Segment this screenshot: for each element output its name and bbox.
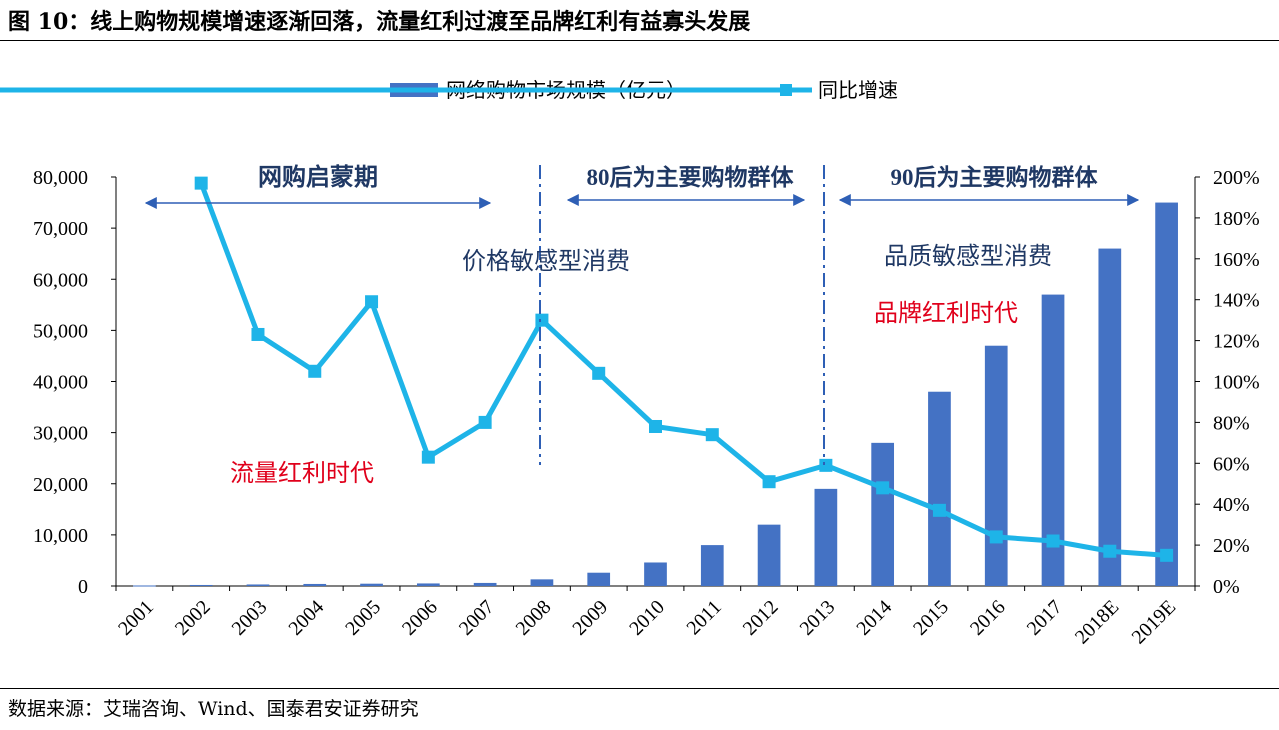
- x-tick-label: 2014: [852, 596, 896, 640]
- source-note: 数据来源：艾瑞咨询、Wind、国泰君安证券研究: [8, 698, 419, 720]
- bar: [1098, 248, 1122, 586]
- line-point: [1046, 534, 1060, 548]
- x-tick-label: 2008: [512, 596, 556, 640]
- line-point: [876, 481, 890, 495]
- line-series: [194, 176, 1174, 562]
- bar: [473, 582, 497, 586]
- x-tick-label: 2012: [739, 596, 783, 640]
- right-tick-label: 160%: [1213, 249, 1260, 271]
- legend-line-label: 同比增速: [818, 79, 898, 102]
- left-tick-label: 10,000: [33, 525, 88, 547]
- bar: [928, 391, 951, 586]
- right-tick-label: 40%: [1213, 494, 1250, 516]
- x-tick-label: 2001: [114, 596, 158, 640]
- bar: [1155, 202, 1178, 586]
- x-tick-label: 2017: [1023, 596, 1067, 640]
- x-tick-label: 2005: [341, 596, 385, 640]
- left-tick-label: 40,000: [33, 372, 88, 394]
- source-rule: [0, 688, 1279, 689]
- right-tick-label: 80%: [1213, 412, 1250, 434]
- line-point: [251, 327, 265, 341]
- left-tick-label: 20,000: [33, 474, 88, 496]
- price-sensitive-label: 价格敏感型消费: [462, 248, 630, 275]
- growth-line: [198, 182, 1167, 558]
- bar: [1041, 294, 1065, 586]
- right-tick-label: 140%: [1213, 290, 1260, 312]
- right-tick-label: 200%: [1213, 167, 1260, 189]
- line-point: [649, 419, 662, 433]
- traffic-dividend-label: 流量红利时代: [230, 460, 374, 487]
- line-point: [762, 475, 776, 489]
- right-tick-label: 100%: [1213, 372, 1260, 394]
- phase1-label: 网购启蒙期: [258, 163, 378, 191]
- legend-line-marker: [780, 84, 792, 96]
- line-point: [308, 364, 322, 378]
- line-point: [365, 295, 379, 309]
- left-tick-label: 50,000: [33, 320, 88, 342]
- left-tick-label: 80,000: [33, 167, 88, 189]
- bar: [133, 585, 156, 587]
- line-point: [932, 503, 946, 517]
- line-point: [819, 458, 833, 472]
- x-tick-label: 2009: [568, 596, 612, 640]
- bar: [530, 579, 554, 586]
- bar: [587, 572, 611, 586]
- line-point: [705, 428, 719, 442]
- x-tick-label: 2016: [966, 596, 1010, 640]
- line-point: [592, 366, 606, 380]
- phase3-label: 90后为主要购物群体: [891, 164, 1099, 190]
- x-tick-label: 2011: [683, 596, 726, 639]
- figure-title: 图 10：线上购物规模增速逐渐回落，流量红利过渡至品牌红利有益寡头发展: [8, 9, 751, 35]
- line-point: [1103, 544, 1117, 558]
- x-tick-label: 2006: [398, 596, 442, 640]
- x-tick-label: 2003: [228, 596, 272, 640]
- left-axis-ticks: 0 10,000 20,000 30,000 40,000 50,000 60,000 70,…: [33, 167, 116, 598]
- quality-sensitive-label: 品质敏感型消费: [884, 243, 1052, 270]
- bar: [757, 524, 781, 586]
- title-rule: [0, 40, 1279, 41]
- x-tick-label: 2002: [171, 596, 215, 640]
- line-point: [989, 530, 1003, 544]
- left-tick-label: 70,000: [33, 218, 88, 240]
- line-point: [1160, 548, 1174, 562]
- line-point: [478, 415, 492, 429]
- right-axis-ticks: 0% 20% 40% 60% 80% 100% 120% 140% 160% 180% 200%: [1195, 167, 1260, 598]
- bar-series: [133, 202, 1178, 587]
- right-tick-label: 0%: [1213, 576, 1240, 598]
- right-tick-label: 20%: [1213, 535, 1250, 557]
- right-tick-label: 120%: [1213, 331, 1260, 353]
- phase2-label: 80后为主要购物群体: [587, 164, 795, 190]
- x-tick-label: 2010: [625, 596, 669, 640]
- x-axis-ticks: 2001 2002 2003 2004 2005 2006 2007 2008 2009 2010…: [114, 586, 1196, 648]
- bar: [303, 583, 327, 586]
- bar: [644, 562, 667, 586]
- x-tick-label: 2019E: [1128, 596, 1180, 648]
- right-tick-label: 180%: [1213, 208, 1260, 230]
- bar: [246, 584, 270, 586]
- left-tick-label: 30,000: [33, 423, 88, 445]
- x-tick-label: 2004: [284, 596, 328, 640]
- x-tick-label: 2015: [909, 596, 953, 640]
- brand-dividend-label: 品牌红利时代: [874, 300, 1018, 327]
- bar: [189, 584, 213, 586]
- legend: 网络购物市场规模（亿元） 同比增速: [0, 79, 898, 102]
- bar: [984, 345, 1008, 586]
- line-point: [421, 450, 435, 464]
- bar: [871, 442, 895, 586]
- chart: 网络购物市场规模（亿元） 同比增速 0 10,000 20,000 30,000 40,…: [0, 79, 1260, 648]
- bar: [814, 488, 838, 586]
- left-tick-label: 0: [78, 576, 88, 598]
- x-tick-label: 2013: [796, 596, 840, 640]
- line-point: [535, 313, 549, 327]
- bar: [360, 583, 383, 586]
- bar: [700, 545, 724, 586]
- x-tick-label: 2018E: [1071, 596, 1123, 648]
- left-tick-label: 60,000: [33, 269, 88, 291]
- right-tick-label: 60%: [1213, 453, 1250, 475]
- line-point: [194, 176, 208, 190]
- x-tick-label: 2007: [455, 596, 499, 640]
- bar: [416, 583, 440, 586]
